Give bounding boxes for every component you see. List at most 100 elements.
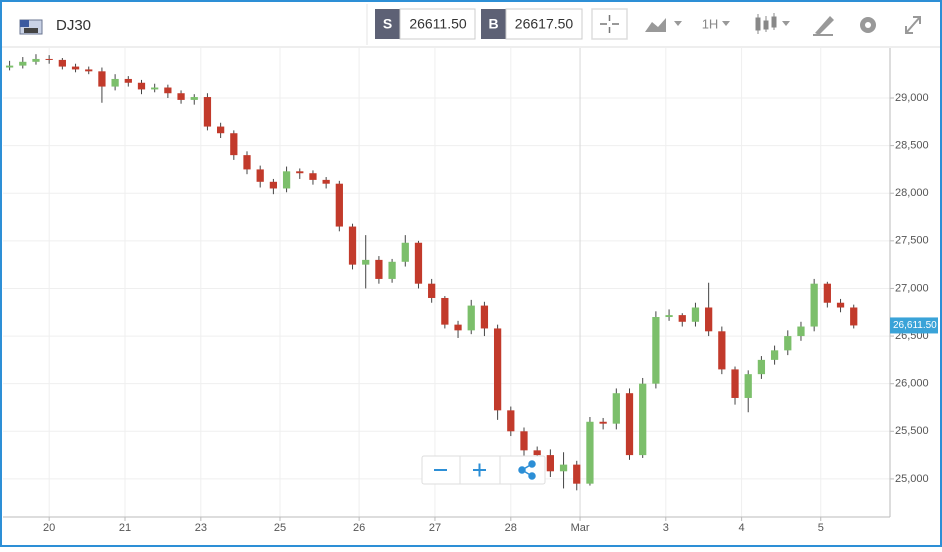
plot-area: 25,00025,50026,00026,50027,00027,50028,0…	[3, 48, 938, 534]
y-tick-label: 28,000	[895, 187, 929, 199]
y-tick-label: 29,000	[895, 92, 929, 104]
x-tick-label: 21	[119, 522, 131, 534]
settings-button[interactable]	[860, 17, 876, 33]
candle-body	[586, 421, 594, 484]
candle-body	[625, 393, 634, 456]
candle-body	[282, 171, 291, 189]
candle-body	[375, 259, 383, 279]
buy-tag[interactable]: B	[488, 16, 498, 32]
candle-body	[546, 455, 554, 472]
candle-body	[256, 169, 264, 182]
candle-body	[98, 71, 106, 87]
candle-body	[348, 226, 357, 265]
candle-body	[362, 259, 370, 265]
candle-body	[507, 410, 515, 432]
candle-body	[45, 58, 53, 60]
candle-body	[770, 350, 779, 360]
x-tick-label: 26	[353, 522, 365, 534]
last-price-label: 26,611.50	[893, 320, 937, 331]
candle-body	[203, 97, 212, 127]
x-tick-label: 20	[43, 522, 55, 534]
candle-body	[757, 359, 766, 375]
candle-body	[5, 65, 14, 68]
candle-body	[151, 87, 159, 90]
buy-price-box[interactable]	[505, 8, 583, 40]
y-tick-label: 27,000	[895, 282, 929, 294]
draw-tool-button[interactable]	[813, 16, 834, 36]
candle-body	[691, 307, 700, 322]
candle-body	[520, 431, 528, 451]
crosshair-button[interactable]	[591, 8, 628, 40]
candle-body	[164, 87, 172, 94]
x-tick-label: 23	[195, 522, 207, 534]
candle-body	[784, 336, 792, 351]
share-button[interactable]	[518, 460, 536, 480]
candle-body	[85, 69, 93, 72]
candle-body	[177, 93, 185, 100]
candle-body	[467, 305, 475, 331]
candle-body	[810, 283, 818, 327]
candle-body	[652, 317, 660, 384]
candle-body	[797, 326, 805, 337]
candle-body	[718, 331, 726, 370]
sell-tag[interactable]: S	[383, 16, 392, 32]
x-tick-label: 27	[429, 522, 441, 534]
candle-body	[480, 305, 489, 329]
candle-body	[533, 450, 541, 456]
x-tick-label: 25	[274, 522, 286, 534]
zoom-in-button[interactable]	[473, 463, 486, 477]
candle-body	[71, 66, 80, 70]
candle-body	[414, 242, 423, 284]
toolbar: DJ30 S 26611.50 B 26617.50 1H	[2, 2, 940, 48]
candle-body	[705, 307, 713, 332]
candle-body	[243, 155, 251, 170]
candle-body	[836, 302, 845, 308]
sell-price[interactable]: 26611.50	[409, 16, 467, 32]
candle-body	[678, 315, 686, 322]
candle-body	[309, 173, 317, 180]
candle-body	[322, 179, 330, 184]
candle-body	[32, 58, 40, 62]
candle-body	[296, 171, 304, 174]
y-tick-label: 25,000	[895, 473, 929, 485]
candle-body	[230, 133, 238, 156]
candle-body	[19, 61, 27, 66]
x-tick-label: 3	[663, 522, 669, 534]
chart-type-button[interactable]	[645, 18, 682, 32]
candle-body	[665, 315, 673, 318]
candle-body	[599, 421, 607, 424]
candle-body	[454, 324, 462, 331]
candle-body	[428, 283, 436, 298]
candle-body	[823, 283, 831, 303]
candle-body	[217, 126, 225, 134]
x-tick-label: 5	[818, 522, 824, 534]
y-tick-label: 26,000	[895, 378, 929, 390]
zoom-controls	[421, 455, 546, 485]
sell-price-box[interactable]	[399, 8, 476, 40]
sell-tag-box[interactable]	[375, 9, 400, 39]
candle-body	[388, 261, 396, 279]
candle-body	[493, 328, 502, 411]
interval-caret[interactable]	[722, 21, 730, 26]
candle-body	[124, 78, 132, 83]
y-tick-label: 25,500	[895, 425, 929, 437]
y-tick-label: 27,500	[895, 235, 929, 247]
buy-price[interactable]: 26617.50	[515, 16, 574, 32]
candle-body	[111, 78, 119, 87]
last-price-marker	[890, 317, 938, 334]
x-tick-label: 28	[505, 522, 517, 534]
candle-body	[58, 59, 66, 67]
x-tick-label: Mar	[571, 522, 590, 534]
candle-body	[744, 374, 752, 398]
candle-body	[573, 464, 581, 484]
interval[interactable]: 1H	[702, 16, 719, 31]
flag-icon	[19, 19, 43, 35]
candle-style-button[interactable]	[755, 13, 790, 34]
y-tick-label: 28,500	[895, 140, 929, 152]
fullscreen-button[interactable]	[905, 16, 921, 34]
x-tick-label: 4	[739, 522, 745, 534]
candle-body	[731, 369, 739, 398]
buy-tag-box[interactable]	[481, 9, 506, 39]
